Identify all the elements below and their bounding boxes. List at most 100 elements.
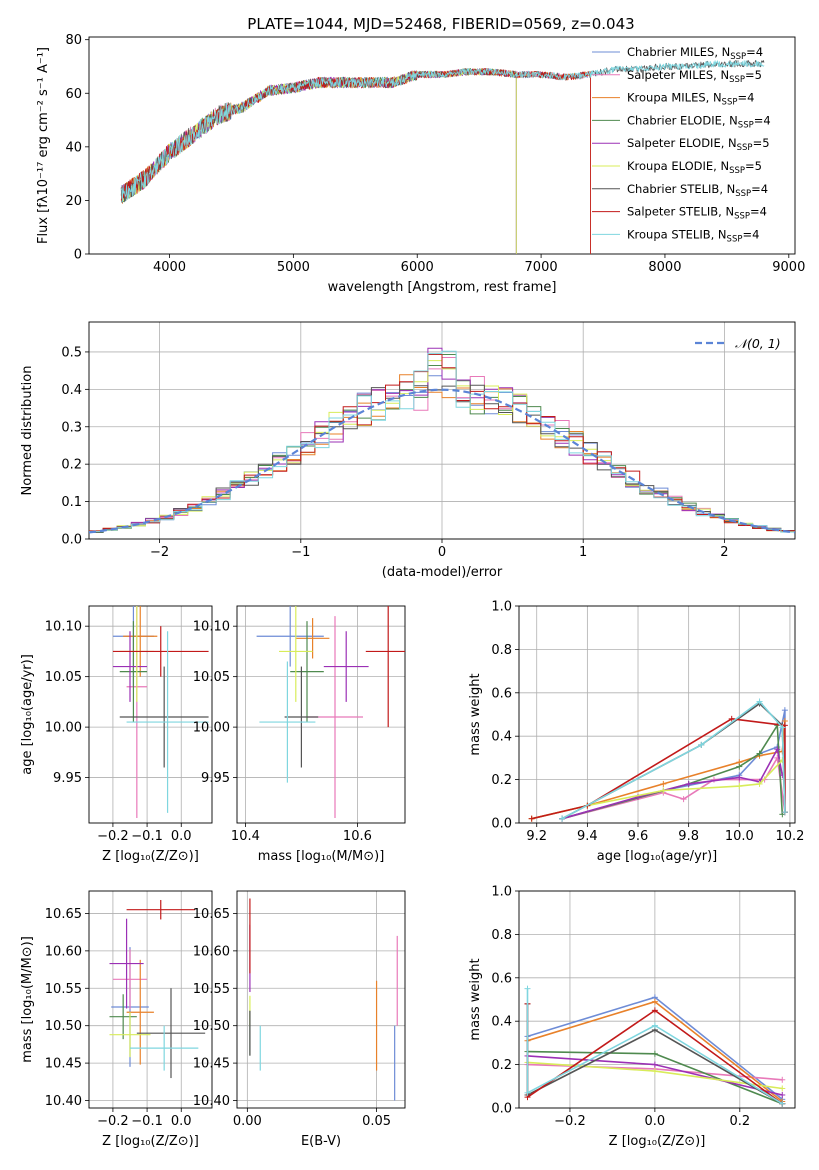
y-axis-label: mass [log₁₀(M/M⊙)] [20,936,35,1063]
legend-label-main: Chabrier STELIB, N [627,182,735,196]
y-axis-label: Flux [fλ10⁻¹⁷ erg cm⁻² s⁻¹ A⁻¹] [36,47,51,244]
residuals-panel: −2 −1 0 1 2 0.0 0.1 0.2 0.3 0.4 0.5 (data-model)/er… [20,321,796,580]
legend-label-tail: =4 [754,113,771,127]
legend-label-tail: =4 [746,45,763,59]
plot-frame [88,321,796,540]
legend-label-tail: =5 [753,136,770,150]
y-tick-label: 10.60 [193,944,230,959]
x-axis-label: (data-model)/error [382,565,503,580]
y-tick-label: 0.1 [61,495,82,510]
legend-label: 𝒩(0, 1) [735,336,781,351]
figure-title: PLATE=1044, MJD=52468, FIBERID=0569, z=0… [247,15,634,33]
spectrum-line [120,60,765,202]
x-tick-label: 1 [579,545,587,560]
x-tick-label: 0.0 [645,1114,666,1129]
plot-frame [518,605,796,824]
legend-label-main: Kroupa STELIB, N [627,227,727,241]
x-tick-label: 9000 [772,260,805,275]
y-tick-label: 10.45 [193,1057,230,1072]
x-tick-label: 0.0 [171,1114,192,1129]
legend-label: Kroupa STELIB, NSSP=4 [627,227,759,244]
y-tick-label: 0.8 [491,928,512,943]
legend-label-tail: =4 [750,205,767,219]
legend-label-sub: SSP [722,98,738,108]
y-tick-label: 10.45 [45,1057,82,1072]
x-tick-label: 0.2 [729,1114,750,1129]
mass-vs-EBV-points [249,898,398,1101]
x-tick-label: 10.4 [231,829,260,844]
legend-label-main: Kroupa MILES, N [627,91,722,105]
y-tick-label: 10.65 [45,907,82,922]
y-tick-label: 80 [65,33,82,48]
x-axis-label: Z [log₁₀(Z/Z⊙)] [609,1134,706,1149]
legend-label-sub: SSP [737,143,753,153]
x-tick-label: 0 [438,545,446,560]
y-tick-label: 10.10 [193,620,230,635]
legend-label-sub: SSP [730,52,746,62]
y-tick-label: 0.0 [491,817,512,832]
mass-vs-Z-panel: −0.2 −0.1 0.0 10.40 10.45 10.50 10.55 10.60 10.6… [20,890,213,1149]
plot-frame [518,890,796,1109]
y-tick-label: 0.3 [61,420,82,435]
y-tick-label: 0.4 [61,383,82,398]
legend-label-main: Chabrier ELODIE, N [627,113,738,127]
y-tick-label: 0.4 [491,730,512,745]
y-tick-label: 0.0 [61,533,82,548]
y-tick-label: 0 [74,248,82,263]
legend-label: Salpeter ELODIE, NSSP=5 [627,136,770,153]
y-tick-label: 10.40 [193,1094,230,1109]
y-tick-label: 0.4 [491,1015,512,1030]
legend-label: Chabrier MILES, NSSP=4 [627,45,763,62]
mass-vs-EBV-panel: 0.00 0.05 10.40 10.45 10.50 10.55 10.60 10.65 E(… [193,890,406,1149]
legend-label-tail: =4 [737,91,754,105]
y-tick-label: 10.50 [45,1019,82,1034]
legend-label-sub: SSP [729,166,745,176]
x-tick-label: 9.2 [526,829,547,844]
y-tick-label: 10.00 [193,721,230,736]
x-axis-label: wavelength [Angstrom, rest frame] [328,280,557,295]
y-tick-label: 0.5 [61,345,82,360]
y-tick-label: 9.95 [201,771,230,786]
x-tick-label: 0.00 [233,1114,262,1129]
x-tick-label: −1 [291,545,310,560]
x-tick-label: 9.8 [678,829,699,844]
legend-label-main: Salpeter MILES, N [627,68,729,82]
weight-line [526,988,783,1105]
plot-frame [236,890,406,1109]
legend-label: Salpeter STELIB, NSSP=4 [627,205,767,222]
y-tick-label: 0.0 [491,1102,512,1117]
y-tick-label: 10.60 [45,944,82,959]
x-tick-label: −0.2 [97,829,129,844]
x-tick-label: 10.2 [775,829,804,844]
y-tick-label: 0.2 [491,773,512,788]
x-tick-label: −0.1 [131,1114,163,1129]
y-tick-label: 10.10 [45,620,82,635]
x-axis-label: Z [log₁₀(Z/Z⊙)] [102,1134,199,1149]
legend-label-sub: SSP [738,120,754,130]
y-tick-label: 10.55 [45,982,82,997]
y-tick-label: 40 [65,140,82,155]
plot-frame [88,36,796,255]
y-tick-label: 1.0 [491,600,512,615]
legend-label-tail: =5 [745,68,762,82]
x-tick-label: 7000 [525,260,558,275]
legend-label: Kroupa MILES, NSSP=4 [627,91,754,108]
y-axis-label: age [log₁₀(age/yr)] [20,654,35,775]
legend-label-main: Chabrier MILES, N [627,45,730,59]
x-tick-label: 9.4 [577,829,598,844]
legend-label-sub: SSP [735,189,751,199]
x-tick-label: −0.2 [554,1114,586,1129]
x-tick-label: 0.05 [362,1114,391,1129]
y-tick-label: 10.05 [193,670,230,685]
weight-vs-Z-lines [524,985,786,1107]
y-tick-label: 10.40 [45,1094,82,1109]
y-tick-label: 0.6 [491,971,512,986]
x-tick-label: 2 [720,545,728,560]
x-tick-label: 10.6 [343,829,372,844]
x-axis-label: Z [log₁₀(Z/Z⊙)] [102,849,199,864]
y-tick-label: 20 [65,194,82,209]
weight-vs-age-lines [528,698,788,822]
x-axis-label: age [log₁₀(age/yr)] [597,849,718,864]
legend-label-tail: =4 [742,227,759,241]
y-tick-label: 10.50 [193,1019,230,1034]
